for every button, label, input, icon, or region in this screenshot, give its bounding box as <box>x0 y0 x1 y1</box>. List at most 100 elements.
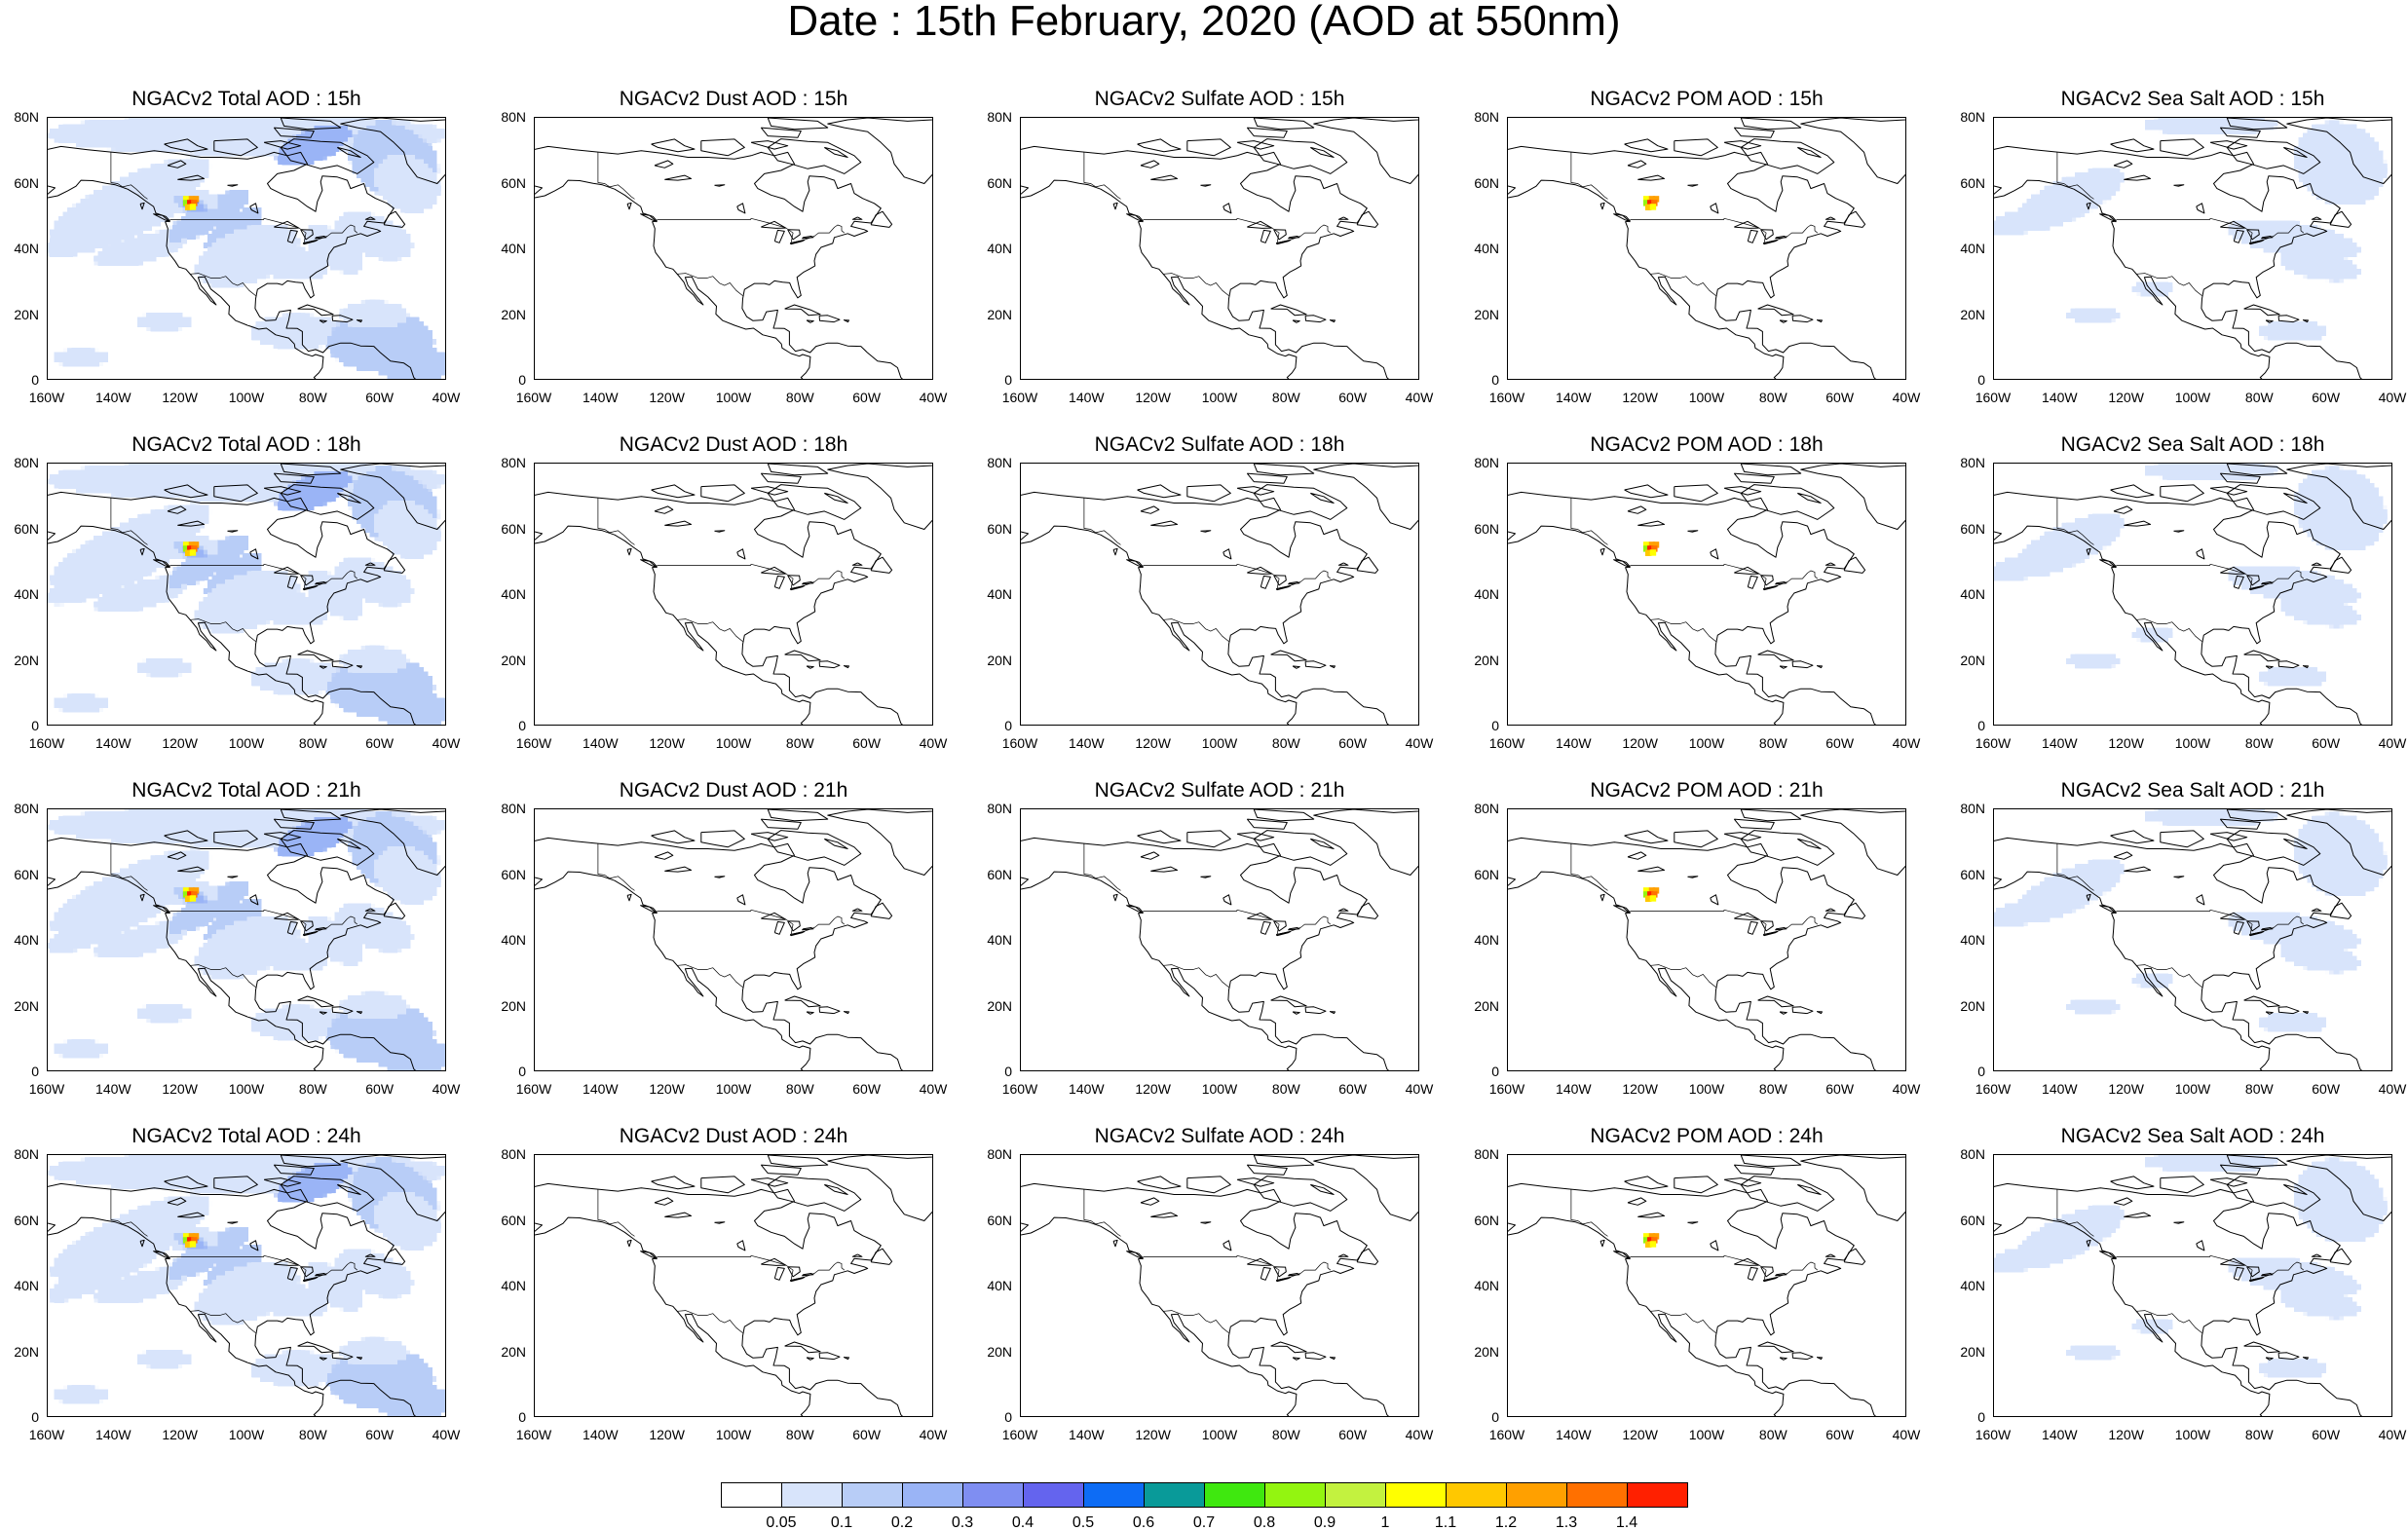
lat-tick-label: 20N <box>1474 1343 1499 1360</box>
lat-tick-label: 0 <box>1977 1409 1985 1425</box>
lon-tick-label: 40W <box>1892 390 1921 405</box>
country-border <box>1630 563 1819 589</box>
aod-region <box>54 694 108 712</box>
aod-region <box>1668 217 1708 249</box>
map-frame <box>1507 1154 1906 1417</box>
map-panel-sulfate-18h: NGACv2 Sulfate AOD : 18h 80N 60N 40N 20N 0 160… <box>973 433 1460 755</box>
lon-tick-label: 160W <box>28 1427 65 1442</box>
fire-plume-cell <box>1644 549 1652 556</box>
panel-title: NGACv2 Total AOD : 18h <box>132 433 361 456</box>
map-frame <box>1993 117 2392 380</box>
fire-plume-cell <box>184 549 192 556</box>
country-border <box>1630 909 1819 935</box>
colorbar-swatch <box>842 1482 903 1508</box>
map-panel-dust-24h: NGACv2 Dust AOD : 24h 80N 60N 40N 20N 0 160W 14… <box>487 1125 974 1446</box>
lat-tick-label: 0 <box>518 372 526 388</box>
aod-region <box>2133 281 2174 296</box>
fire-plume-cell <box>184 1241 192 1248</box>
aod-region <box>48 197 184 256</box>
country-border <box>190 273 256 296</box>
lat-tick-label: 80N <box>1960 1146 1985 1162</box>
lon-tick-label: 160W <box>1001 1081 1038 1097</box>
aod-field <box>48 464 445 725</box>
lon-tick-label: 100W <box>2174 735 2211 751</box>
aod-region <box>2133 1319 2174 1333</box>
lon-tick-label: 80W <box>298 1427 327 1442</box>
lon-tick-label: 100W <box>228 1427 265 1442</box>
lon-tick-label: 40W <box>919 1081 948 1097</box>
lat-tick-label: 80N <box>501 1146 526 1162</box>
lon-tick-label: 100W <box>1201 1081 1238 1097</box>
lon-tick-label: 60W <box>852 1081 882 1097</box>
country-border <box>2116 909 2305 935</box>
fire-plume-cell <box>1649 204 1657 210</box>
map-frame <box>1993 1154 2392 1417</box>
map-frame <box>1507 808 1906 1071</box>
aod-map <box>535 1155 932 1416</box>
country-border <box>597 498 635 545</box>
country-border <box>1650 273 1716 296</box>
country-border <box>1083 152 1121 200</box>
lon-tick-label: 40W <box>2378 735 2407 751</box>
lat-tick-label: 0 <box>31 1064 39 1079</box>
lon-tick-label: 160W <box>1001 1427 1038 1442</box>
aod-region <box>335 1250 412 1297</box>
lon-tick-label: 140W <box>95 390 132 405</box>
fire-plume-cell <box>192 541 200 548</box>
aod-region <box>375 155 439 212</box>
lon-tick-label: 40W <box>432 1081 461 1097</box>
aod-map <box>1021 1155 1418 1416</box>
aod-field <box>1994 118 2386 342</box>
aod-region <box>373 1385 445 1416</box>
fire-plume-cell <box>1647 891 1654 898</box>
aod-region <box>48 540 182 605</box>
lat-tick-label: 20N <box>14 997 39 1014</box>
aod-region <box>1668 909 1708 941</box>
map-frame <box>1020 1154 1419 1417</box>
coastlines <box>535 1155 932 1416</box>
map-frame <box>47 117 446 380</box>
lon-tick-label: 40W <box>919 390 948 405</box>
aod-region <box>137 658 191 676</box>
map-frame <box>1020 808 1419 1071</box>
aod-region <box>2280 250 2360 280</box>
lon-tick-label: 60W <box>852 735 882 751</box>
map-frame <box>47 463 446 726</box>
aod-region <box>2067 1345 2121 1360</box>
country-border <box>2116 217 2305 243</box>
lon-tick-label: 80W <box>298 735 327 751</box>
lon-tick-label: 120W <box>162 390 198 405</box>
colorbar-swatch <box>1144 1482 1205 1508</box>
panel-title: NGACv2 Dust AOD : 18h <box>619 433 848 456</box>
aod-region <box>250 660 345 694</box>
aod-field <box>1994 1155 2386 1379</box>
colorbar-label: 0.6 <box>1132 1514 1155 1531</box>
lon-tick-label: 120W <box>162 1081 198 1097</box>
country-border <box>677 273 743 296</box>
lat-tick-label: 80N <box>1960 455 1985 470</box>
lat-tick-label: 20N <box>1474 306 1499 322</box>
map-panel-pom-21h: NGACv2 POM AOD : 21h 80N 60N 40N 20N 0 160W 140… <box>1460 779 1947 1101</box>
aod-region <box>276 1160 353 1203</box>
panel-title: NGACv2 Total AOD : 15h <box>132 88 361 110</box>
colorbar-label: 0.4 <box>1011 1514 1035 1531</box>
aod-region <box>340 648 408 674</box>
aod-region <box>54 1040 108 1058</box>
lat-tick-label: 80N <box>987 109 1012 125</box>
lat-tick-label: 60N <box>1474 866 1499 882</box>
lon-tick-label: 140W <box>95 1427 132 1442</box>
country-border <box>2056 152 2094 200</box>
country-border <box>1143 563 1332 589</box>
lon-tick-label: 40W <box>1405 390 1434 405</box>
aod-region <box>247 936 327 972</box>
aod-region <box>1994 550 2066 581</box>
panel-title: NGACv2 Sea Salt AOD : 21h <box>2060 779 2325 802</box>
aod-map <box>535 118 932 379</box>
fire-plume-cell <box>189 1241 197 1248</box>
fire-plume-cell <box>189 549 197 556</box>
aod-map <box>1994 118 2391 379</box>
aod-region <box>137 1004 191 1022</box>
map-panel-seasalt-18h: NGACv2 Sea Salt AOD : 18h 80N 60N 40N 20N 0 16… <box>1946 433 2408 755</box>
lat-tick-label: 60N <box>501 520 526 537</box>
aod-region <box>340 993 408 1020</box>
